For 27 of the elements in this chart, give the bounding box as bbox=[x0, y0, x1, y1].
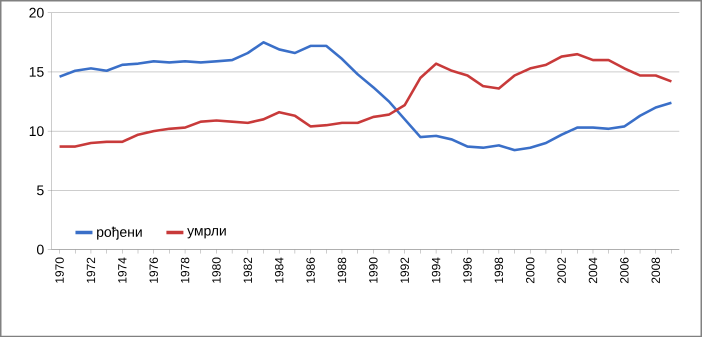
x-tick-label: 1992 bbox=[400, 258, 409, 283]
x-tick-label: 1994 bbox=[432, 257, 440, 283]
x-tick-label: 1990 bbox=[369, 257, 378, 283]
legend-label: умрли bbox=[187, 228, 226, 238]
x-tick-label: 1976 bbox=[149, 257, 158, 283]
x-tick-label: 1984 bbox=[274, 257, 284, 283]
x-tick-label: 1986 bbox=[306, 257, 315, 283]
x-tick-label: 1974 bbox=[118, 257, 127, 283]
x-tick-label: 2006 bbox=[620, 257, 629, 283]
y-tick-label: 5 bbox=[37, 185, 44, 196]
x-tick-label: 2000 bbox=[526, 257, 534, 283]
y-tick-label: 10 bbox=[30, 126, 44, 136]
legend-label: рођени bbox=[97, 226, 142, 240]
x-tick-label: 1970 bbox=[55, 257, 64, 283]
x-tick-label: 1996 bbox=[463, 257, 472, 283]
y-tick-label: 15 bbox=[30, 66, 44, 77]
x-tick-label: 1978 bbox=[180, 257, 190, 283]
x-tick-label: 2002 bbox=[557, 258, 566, 283]
x-tick-label: 1998 bbox=[494, 257, 504, 283]
x-tick-label: 1988 bbox=[338, 257, 346, 283]
x-tick-label: 1982 bbox=[244, 258, 252, 283]
y-tick-label: 20 bbox=[29, 8, 44, 18]
x-tick-label: 1980 bbox=[212, 257, 221, 283]
y-tick-label: 0 bbox=[36, 244, 44, 254]
x-tick-label: 1972 bbox=[86, 258, 96, 283]
x-tick-label: 2004 bbox=[588, 257, 598, 283]
x-tick-label: 2008 bbox=[652, 257, 660, 283]
